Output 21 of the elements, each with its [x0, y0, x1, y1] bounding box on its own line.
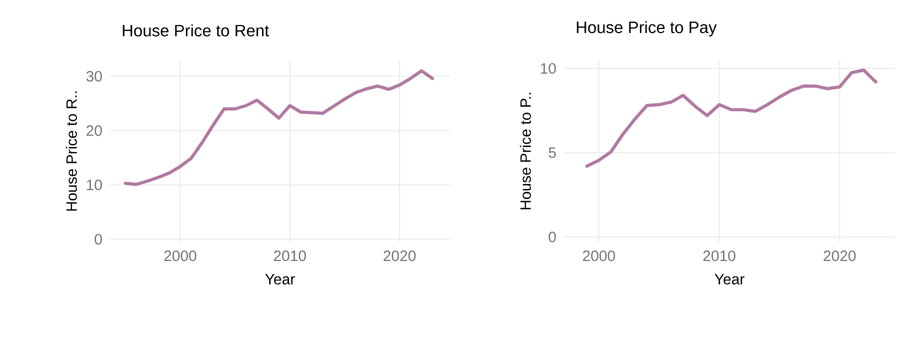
y-tick-label: 0 — [94, 234, 102, 245]
x-tick-label: 2020 — [384, 250, 416, 262]
x-axis-title: Year — [714, 274, 744, 284]
y-tick-label: 0 — [548, 232, 556, 242]
y-tick-label: 10 — [540, 63, 556, 74]
y-axis-title: House Price to R.. — [66, 92, 77, 211]
x-tick-label: 2000 — [164, 250, 196, 262]
x-tick-label: 2010 — [703, 250, 736, 262]
line-series — [585, 68, 878, 168]
y-tick-label: 20 — [86, 125, 102, 136]
x-tick-label: 2020 — [824, 250, 856, 262]
x-axis-title: Year — [265, 274, 295, 284]
x-tick-label: 2010 — [274, 250, 306, 262]
y-tick-label: 30 — [86, 70, 102, 82]
y-tick-label: 5 — [548, 147, 556, 158]
y-tick-label: 10 — [86, 180, 102, 190]
y-axis-title: House Price to P.. — [520, 92, 531, 210]
chart-title: House Price to Pay — [576, 21, 717, 36]
line-series — [124, 69, 434, 186]
x-tick-label: 2000 — [582, 250, 615, 262]
chart-title: House Price to Rent — [122, 24, 270, 36]
